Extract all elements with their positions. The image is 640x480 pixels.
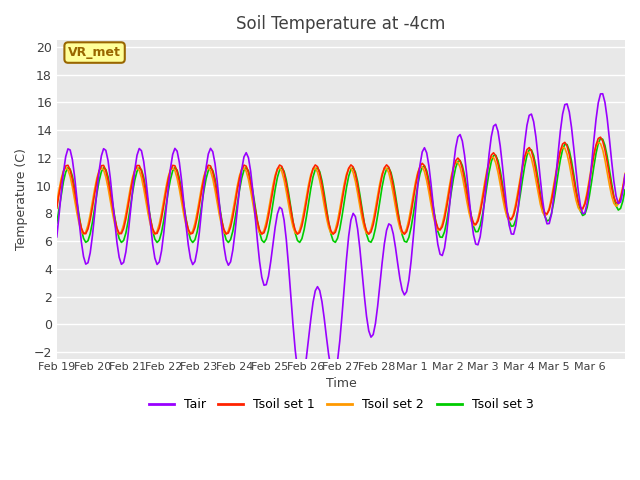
Tsoil set 1 (621, 174, 629, 180)
Tsoil set 2 (53, 200, 61, 205)
Tair (262, 282, 270, 288)
Tsoil set 1 (262, 224, 270, 229)
Title: Soil Temperature at -4cm: Soil Temperature at -4cm (236, 15, 445, 33)
Tsoil set 2 (621, 170, 629, 176)
Tsoil set 1 (401, 231, 408, 237)
Tair (621, 172, 629, 178)
Tair (303, 355, 310, 360)
Tsoil set 2 (516, 174, 524, 180)
Tsoil set 2 (336, 206, 344, 212)
Tsoil set 1 (269, 187, 276, 192)
X-axis label: Time: Time (326, 377, 356, 390)
Tsoil set 3 (53, 220, 61, 226)
Line: Tsoil set 1: Tsoil set 1 (57, 137, 625, 234)
Text: VR_met: VR_met (68, 46, 121, 59)
Line: Tair: Tair (57, 94, 625, 380)
Tsoil set 3 (225, 240, 232, 245)
Tair (298, 377, 306, 383)
Tsoil set 3 (516, 192, 524, 198)
Tsoil set 1 (596, 134, 604, 140)
Tair (336, 338, 344, 344)
Tsoil set 3 (596, 136, 604, 142)
Tsoil set 2 (234, 183, 241, 189)
Line: Tsoil set 2: Tsoil set 2 (57, 142, 625, 234)
Tsoil set 1 (53, 205, 61, 211)
Tsoil set 3 (234, 202, 241, 207)
Tair (516, 185, 524, 191)
Tsoil set 2 (264, 208, 272, 214)
Tair (599, 91, 607, 96)
Tsoil set 3 (336, 226, 344, 232)
Tsoil set 3 (303, 214, 310, 220)
Tsoil set 1 (231, 201, 239, 207)
Tsoil set 1 (333, 222, 341, 228)
Tsoil set 3 (271, 186, 279, 192)
Legend: Tair, Tsoil set 1, Tsoil set 2, Tsoil set 3: Tair, Tsoil set 1, Tsoil set 2, Tsoil se… (143, 394, 538, 417)
Tair (269, 241, 276, 247)
Tsoil set 1 (300, 212, 308, 218)
Tair (231, 229, 239, 235)
Tsoil set 3 (264, 228, 272, 233)
Line: Tsoil set 3: Tsoil set 3 (57, 139, 625, 242)
Y-axis label: Temperature (C): Temperature (C) (15, 149, 28, 251)
Tsoil set 2 (115, 231, 123, 237)
Tsoil set 2 (595, 139, 602, 145)
Tsoil set 2 (303, 194, 310, 200)
Tsoil set 1 (516, 178, 524, 184)
Tsoil set 3 (621, 187, 629, 192)
Tair (53, 234, 61, 240)
Tsoil set 2 (271, 172, 279, 178)
